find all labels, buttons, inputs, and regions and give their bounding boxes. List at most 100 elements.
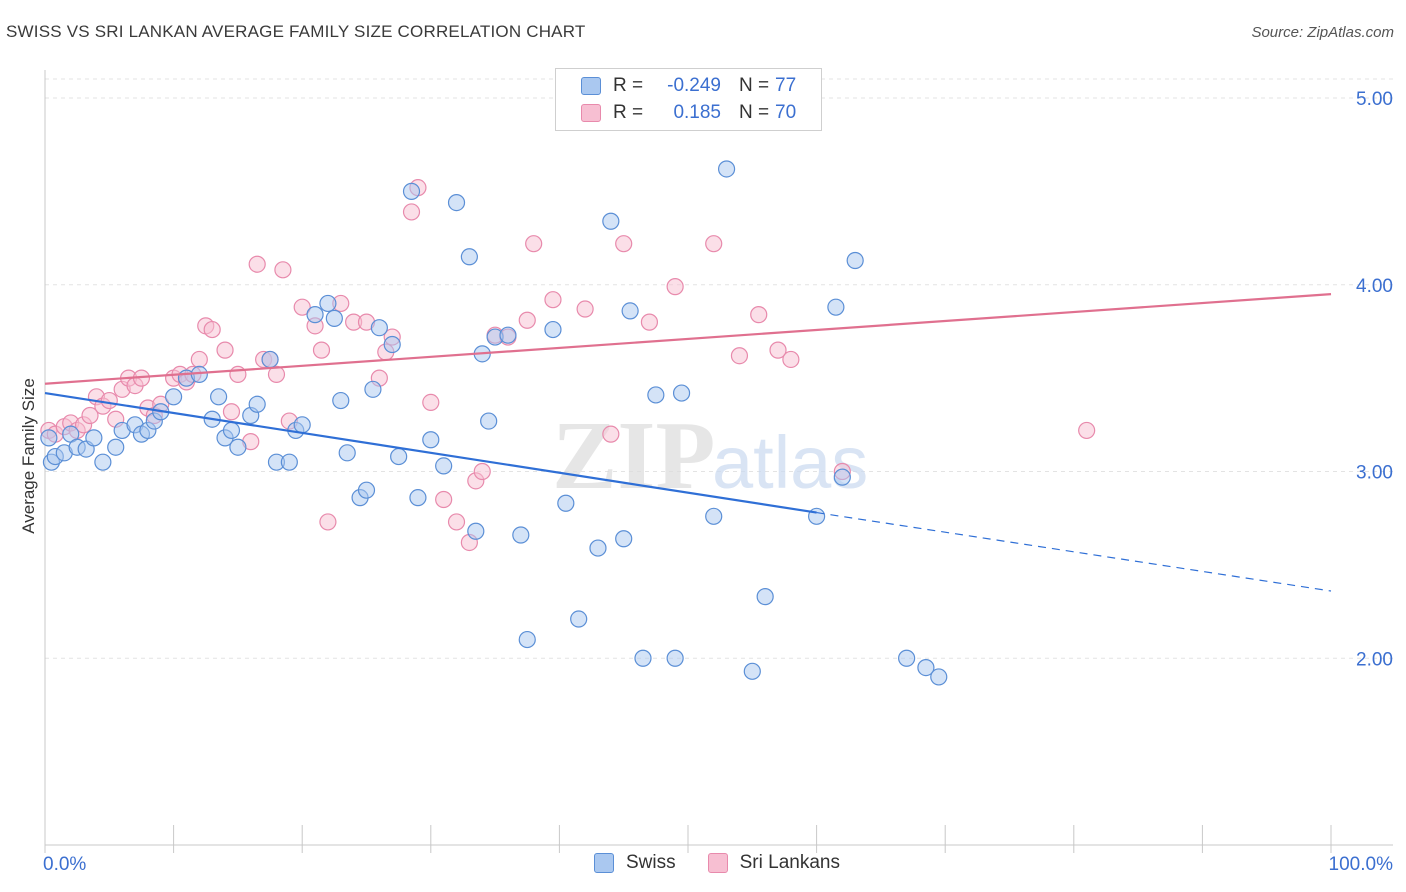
sri-lankans-point	[402, 203, 421, 221]
swiss-point	[917, 658, 935, 677]
swiss-point	[846, 251, 864, 270]
sri-lankans-point	[473, 462, 491, 481]
swiss-point	[833, 468, 851, 486]
y-tick-label: 2.00	[1356, 649, 1393, 670]
swiss-point	[898, 649, 916, 667]
swiss-point	[480, 412, 498, 430]
swiss-point	[409, 489, 427, 507]
swiss-point	[165, 388, 183, 406]
legend-r-value: -0.249	[667, 75, 721, 96]
swiss-point	[602, 212, 620, 230]
swiss-point	[570, 610, 588, 628]
swiss-point	[293, 416, 311, 434]
sri-lankans-point	[216, 341, 234, 359]
sri-lankans-point	[293, 298, 311, 316]
watermark-atlas: atlas	[712, 421, 868, 504]
sri-lankans-point	[576, 300, 594, 318]
sri-lankans-point	[222, 403, 241, 421]
swiss-point	[338, 444, 356, 462]
chart-title: SWISS VS SRI LANKAN AVERAGE FAMILY SIZE …	[6, 22, 586, 41]
legend-item-swiss[interactable]: Swiss	[594, 852, 676, 874]
swiss-point	[460, 248, 478, 266]
y-tick-label: 4.00	[1356, 276, 1393, 297]
swiss-swatch	[594, 853, 614, 873]
y-tick-label: 3.00	[1356, 463, 1393, 484]
swiss-point	[210, 388, 228, 406]
sri-lankans-point	[81, 406, 99, 425]
swiss-point	[435, 457, 453, 475]
swiss-point	[390, 447, 408, 466]
sri-lankans-point	[705, 235, 723, 253]
swiss-point	[756, 588, 774, 606]
swiss-point	[332, 391, 350, 410]
sri-lankans-point	[615, 235, 633, 253]
swiss-swatch	[581, 77, 601, 95]
y-axis-label: Average Family Size	[19, 378, 38, 534]
swiss-point	[319, 294, 337, 313]
watermark: ZIP atlas	[552, 402, 868, 510]
swiss-point	[85, 429, 103, 447]
sri-lankans-point	[319, 513, 337, 531]
x-tick-label-min: 0.0%	[43, 854, 86, 875]
swiss-point	[306, 306, 324, 324]
sri-lankans-point	[312, 341, 331, 359]
sri-lankans-point	[1078, 421, 1096, 440]
swiss-point	[422, 431, 440, 449]
swiss-point	[589, 539, 607, 557]
swiss-point	[107, 438, 125, 456]
sri-lankans-point	[640, 313, 659, 331]
y-tick-labels: 2.00 3.00 4.00 5.00	[1356, 89, 1393, 670]
sri-lankans-point	[248, 255, 266, 273]
sri-lankans-trend-line	[44, 292, 1332, 385]
swiss-point	[512, 526, 530, 544]
swiss-point	[325, 309, 343, 327]
swiss-point	[544, 320, 562, 339]
legend-r-label: R =	[613, 75, 644, 96]
x-tick-labels: 0.0% 100.0%	[43, 854, 1393, 875]
swiss-point	[499, 326, 517, 344]
series-swiss	[40, 160, 948, 686]
swiss-point	[467, 522, 485, 540]
sri-lankans-point	[750, 306, 768, 324]
sri-lankans-point	[447, 513, 466, 531]
y-tick-label: 5.00	[1356, 89, 1393, 110]
sri-lankans-point	[518, 311, 536, 329]
swiss-point	[634, 649, 652, 667]
swiss-point	[248, 395, 266, 413]
sri-lankans-point	[190, 350, 208, 369]
legend-row-swiss: R = -0.249 N = 77	[581, 74, 796, 98]
swiss-point	[705, 507, 723, 525]
trend-lines	[44, 292, 1332, 592]
sri-lankans-point	[769, 341, 787, 359]
legend-n-value: 77	[775, 75, 797, 96]
swiss-point	[364, 380, 382, 398]
source-label: Source: ZipAtlas.com	[1251, 24, 1394, 41]
swiss-point	[229, 438, 247, 456]
sri-lankans-swatch	[581, 104, 601, 122]
legend-n-value: 70	[775, 102, 797, 123]
sri-lankans-point	[203, 320, 221, 339]
swiss-point	[261, 350, 279, 369]
swiss-point	[280, 453, 298, 471]
sri-lankans-point	[435, 490, 453, 509]
swiss-point	[615, 530, 633, 548]
sri-lankans-point	[544, 291, 562, 309]
legend-item-sri-lankans[interactable]: Sri Lankans	[707, 852, 840, 874]
swiss-point	[94, 453, 112, 471]
swiss-point	[402, 182, 421, 200]
sri-lankans-point	[100, 391, 118, 410]
legend-n-label: N =	[739, 75, 770, 96]
x-tick-label-max: 100.0%	[1329, 854, 1394, 875]
swiss-trend-extension	[816, 511, 1332, 592]
swiss-trend-line	[44, 391, 817, 514]
sri-lankans-point	[602, 425, 620, 443]
legend-box: R = -0.249 N = 77 R = 0.185 N = 70	[555, 68, 822, 131]
swiss-point	[383, 335, 401, 354]
legend-r-label: R =	[613, 102, 644, 123]
swiss-point	[40, 429, 58, 447]
swiss-point	[447, 193, 466, 212]
swiss-point	[743, 662, 761, 680]
swiss-point	[518, 630, 536, 649]
swiss-point	[666, 649, 684, 667]
